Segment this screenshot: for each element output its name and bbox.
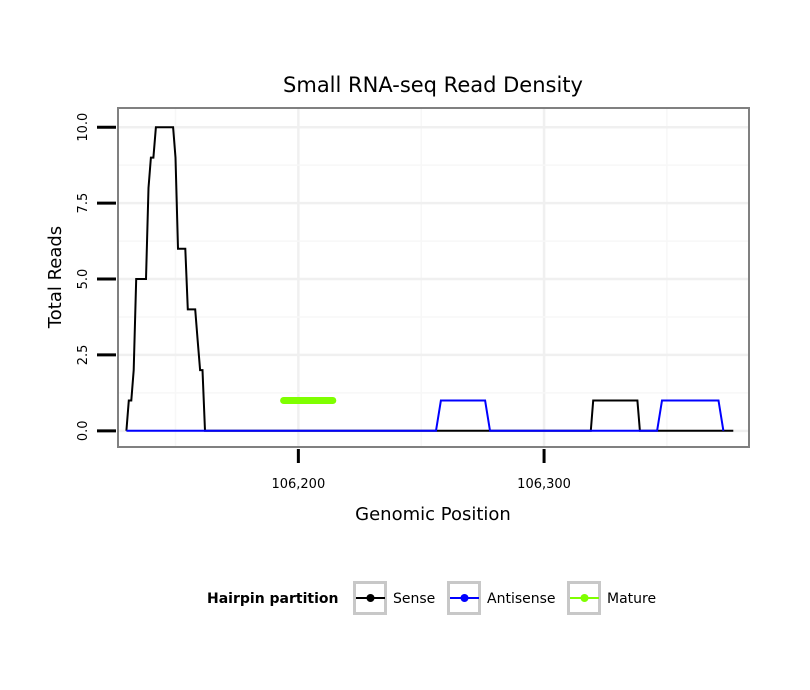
plot-panel-border — [117, 107, 750, 448]
legend-point-mature — [580, 594, 589, 602]
chart-title: Small RNA-seq Read Density — [283, 73, 583, 97]
legend-point-sense — [366, 594, 375, 602]
legend: Hairpin partition Sense Antisense Mature — [207, 581, 656, 615]
y-tick-label: 2.5 — [76, 345, 91, 366]
legend-label-mature: Mature — [607, 591, 656, 607]
legend-label-sense: Sense — [393, 591, 435, 607]
y-tick-label: 7.5 — [76, 193, 91, 214]
x-tick-label: 106,200 — [271, 477, 325, 492]
y-tick-label: 10.0 — [76, 113, 91, 142]
y-tick-label: 5.0 — [76, 269, 91, 290]
legend-point-antisense — [460, 594, 469, 602]
plot-background — [119, 109, 748, 446]
axes: 106,200 106,300 0.0 2.5 5.0 7.5 10.0 — [76, 113, 571, 492]
y-tick-label: 0.0 — [76, 420, 91, 441]
series-layer — [125, 126, 734, 432]
x-tick-label: 106,300 — [517, 477, 571, 492]
legend-label-antisense: Antisense — [487, 591, 556, 607]
legend-title: Hairpin partition — [207, 591, 338, 607]
series-line-antisense — [126, 399, 725, 432]
grid-lines — [119, 109, 748, 446]
y-axis-title: Total Reads — [45, 226, 66, 329]
x-axis-title: Genomic Position — [355, 504, 511, 525]
